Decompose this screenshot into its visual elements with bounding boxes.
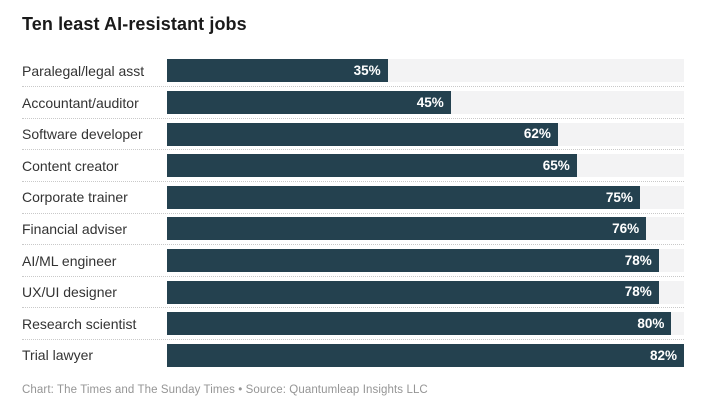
value-label: 62% [523,126,551,142]
category-label: Paralegal/legal asst [22,62,145,79]
chart-row: Corporate trainer 75% [22,182,684,214]
bar: 65% [167,154,577,178]
value-label: 65% [542,158,570,174]
chart-title: Ten least AI-resistant jobs [22,14,247,34]
chart-row: Financial adviser 76% [22,214,684,246]
bar-track: 75% [167,185,684,209]
chart-row: Accountant/auditor 45% [22,87,684,119]
bar-track: 35% [167,59,684,83]
chart-row: Paralegal/legal asst 35% [22,56,684,88]
category-label: AI/ML engineer [22,252,117,269]
bar-track: 76% [167,217,684,241]
bar-track: 62% [167,122,684,146]
bar-track: 80% [167,312,684,336]
value-label: 75% [605,189,633,205]
bar: 80% [167,312,672,336]
chart-row: Research scientist 80% [22,308,684,341]
category-label: Software developer [22,126,143,143]
bar: 62% [167,122,558,146]
bar-track: 45% [167,91,684,115]
value-label: 76% [612,221,640,237]
value-label: 78% [624,284,652,300]
bar: 76% [167,217,647,241]
category-label: Financial adviser [22,220,128,237]
bar: 75% [167,185,640,209]
value-label: 45% [416,94,444,110]
value-label: 82% [649,347,677,363]
bar-track: 78% [167,249,684,273]
value-label: 80% [637,315,665,331]
bar-track: 65% [167,154,684,178]
chart-rows: Paralegal/legal asst 35% Accountant/audi… [22,56,684,371]
category-label: Trial lawyer [22,347,94,364]
bar-track: 78% [167,280,684,304]
category-label: Accountant/auditor [22,94,139,111]
chart-row: AI/ML engineer 78% [22,245,684,277]
category-label: UX/UI designer [22,284,117,301]
chart-row: Software developer 62% [22,119,684,151]
chart-row: UX/UI designer 78% [22,277,684,309]
bar: 35% [167,59,388,83]
bar: 78% [167,280,659,304]
category-label: Research scientist [22,315,137,332]
attribution: Chart: The Times and The Sunday Times • … [22,383,428,396]
bar: 78% [167,249,659,273]
bar: 82% [167,343,684,367]
category-label: Content creator [22,157,119,174]
category-label: Corporate trainer [22,189,128,206]
bar: 45% [167,91,451,115]
value-label: 78% [624,252,652,268]
chart-row: Content creator 65% [22,150,684,183]
bar-track: 82% [167,343,684,367]
chart-row: Trial lawyer 82% [22,340,684,371]
value-label: 35% [353,63,381,79]
